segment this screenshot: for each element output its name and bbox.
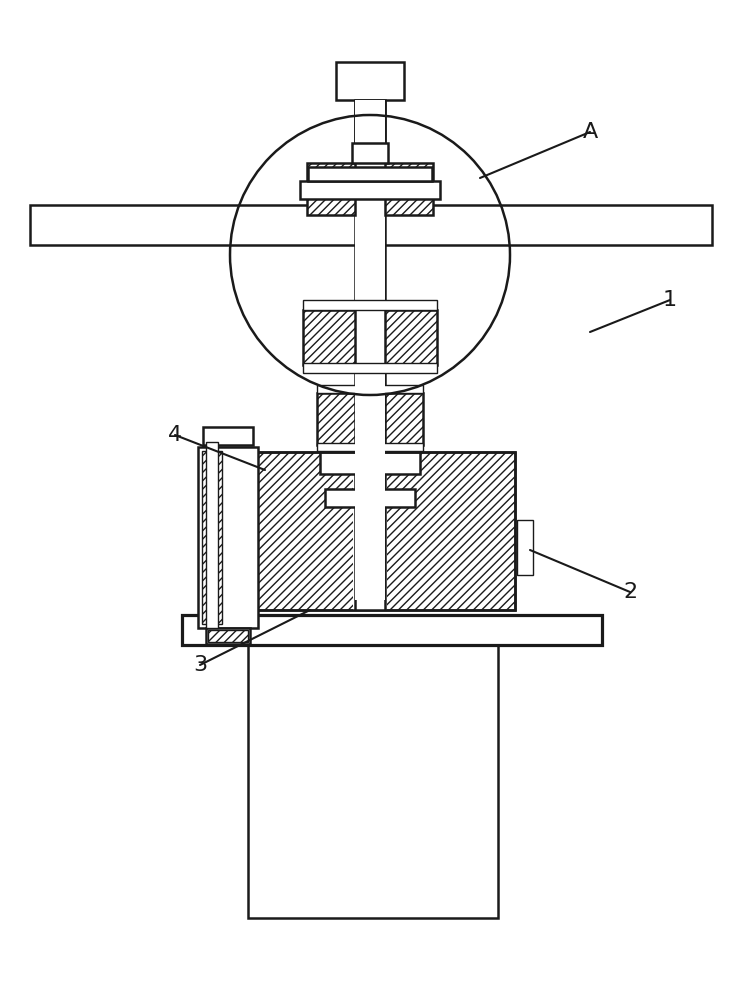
Bar	[352, 143, 388, 163]
Bar	[255, 452, 515, 610]
Bar	[182, 615, 602, 645]
Bar	[203, 427, 253, 445]
Bar	[206, 442, 218, 628]
Bar	[303, 310, 355, 365]
Bar	[355, 100, 385, 600]
Text: 3: 3	[193, 655, 207, 675]
Bar	[300, 181, 440, 199]
Bar	[385, 163, 433, 215]
Bar	[353, 452, 387, 610]
Bar	[255, 452, 515, 610]
Bar	[385, 393, 423, 445]
Bar	[355, 390, 385, 470]
Bar	[30, 205, 712, 245]
Bar	[303, 300, 437, 310]
Bar	[317, 393, 355, 445]
Bar	[336, 62, 404, 100]
Text: 2: 2	[623, 582, 637, 602]
Bar	[307, 163, 355, 215]
Text: 1: 1	[663, 290, 677, 310]
Bar	[303, 363, 437, 373]
Bar	[206, 628, 250, 644]
Bar	[308, 167, 432, 181]
Bar	[320, 452, 420, 474]
Bar	[317, 385, 423, 393]
Text: A: A	[582, 122, 597, 142]
Bar	[202, 451, 222, 624]
Bar	[317, 443, 423, 451]
Bar	[385, 310, 437, 365]
Bar	[248, 645, 498, 918]
Bar	[325, 489, 415, 507]
Bar	[355, 100, 385, 152]
Bar	[208, 630, 248, 642]
Bar	[198, 447, 258, 628]
Text: 4: 4	[168, 425, 182, 445]
Bar	[517, 520, 533, 575]
